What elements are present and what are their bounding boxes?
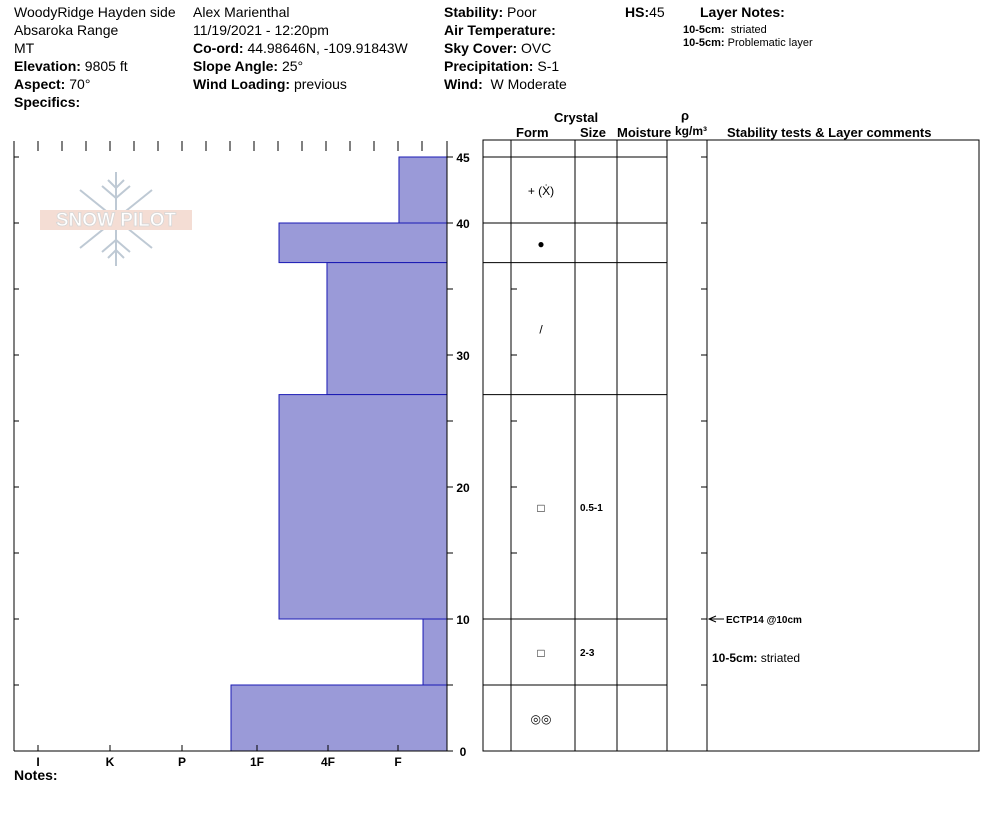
- elevation: Elevation: 9805 ft: [14, 58, 128, 74]
- layer-note-text: striated: [730, 24, 767, 36]
- stability: Stability: Poor: [444, 4, 537, 20]
- y-tick-label: 30: [456, 349, 470, 363]
- range: Absaroka Range: [14, 22, 119, 38]
- wind: Wind: W Moderate: [444, 76, 567, 92]
- air-temperature: Air Temperature:: [444, 22, 556, 38]
- crystal-form-symbol: /: [539, 323, 543, 337]
- logo-banner: [40, 210, 192, 230]
- crystal-size: 2-3: [580, 648, 595, 659]
- layer-note: 10-5cm: striated: [683, 24, 767, 37]
- x-tick-label: P: [178, 755, 186, 769]
- hardness-bar: [422, 618, 448, 686]
- elevation-label: Elevation:: [14, 58, 81, 74]
- hardness-bar: [326, 262, 448, 396]
- notes-label: Notes:: [14, 767, 58, 783]
- x-tick-label: F: [394, 755, 401, 769]
- layer-note-depth: 10-5cm:: [683, 37, 725, 49]
- coord-label: Co-ord:: [193, 40, 244, 56]
- elevation-value: 9805 ft: [84, 58, 128, 74]
- coord-value: 44.98646N, -109.91843W: [247, 40, 408, 56]
- hs-value: 45: [649, 4, 665, 20]
- x-tick-label: 1F: [250, 755, 264, 769]
- layer-note: 10-5cm: Problematic layer: [683, 37, 813, 50]
- moisture-header: Moisture: [617, 125, 672, 140]
- hs: HS:45: [625, 4, 665, 20]
- precip-label: Precipitation:: [444, 58, 534, 74]
- hs-label: HS:: [625, 4, 650, 20]
- layer-note-depth: 10-5cm:: [683, 24, 725, 36]
- snowpilot-logo: SNOW PILOT: [40, 172, 192, 266]
- wind-loading-value: previous: [293, 76, 347, 92]
- crystal-size: 0.5-1: [580, 503, 603, 514]
- size-header: Size: [580, 125, 607, 140]
- slope-angle: Slope Angle: 25°: [193, 58, 303, 74]
- location: WoodyRidge Hayden side: [14, 4, 176, 20]
- x-tick-label: I: [36, 755, 39, 769]
- datetime: 11/19/2021 - 12:20pm: [193, 22, 329, 38]
- y-tick-label: 10: [456, 613, 470, 627]
- y-tick-label: 20: [456, 481, 470, 495]
- aspect: Aspect: 70°: [14, 76, 90, 92]
- crystal-form-symbol: □: [537, 501, 544, 515]
- sky-cover: Sky Cover: OVC: [444, 40, 551, 56]
- wind-loading: Wind Loading: previous: [193, 76, 347, 92]
- sky-value: OVC: [521, 40, 552, 56]
- x-tick-label: K: [106, 755, 115, 769]
- crystal-header: Crystal: [554, 110, 599, 125]
- crystal-form-symbol: ●: [537, 237, 544, 251]
- arrow-head-icon: [707, 615, 717, 623]
- wind-value: W Moderate: [490, 76, 567, 92]
- crystal-form-symbol: + (Ẋ): [528, 184, 554, 198]
- wind-label: Wind:: [444, 76, 483, 92]
- density-unit-header: kg/m³: [675, 124, 708, 138]
- specifics-label: Specifics:: [14, 94, 81, 110]
- x-tick-label: 4F: [321, 755, 335, 769]
- layer-notes-label: Layer Notes:: [700, 4, 785, 20]
- profile-table: [482, 139, 980, 752]
- stability-label: Stability:: [444, 4, 504, 20]
- layer-comment-depth: 10-5cm:: [712, 651, 757, 665]
- hardness-bar: [398, 156, 448, 224]
- rho-header: ρ: [681, 108, 690, 123]
- crystal-form-symbol: □: [537, 646, 544, 660]
- hardness-bar: [230, 684, 448, 752]
- slope-value: 25°: [281, 58, 304, 74]
- wind-loading-label: Wind Loading:: [193, 76, 291, 92]
- layer-note-text: Problematic layer: [727, 37, 813, 49]
- hardness-bar: [278, 394, 448, 620]
- slope-label: Slope Angle:: [193, 58, 279, 74]
- crystal-form-symbol: ◎◎: [531, 712, 552, 726]
- form-header: Form: [516, 125, 549, 140]
- stability-comments-header: Stability tests & Layer comments: [727, 125, 932, 140]
- precipitation: Precipitation: S-1: [444, 58, 559, 74]
- y-tick-label: 45: [456, 151, 470, 165]
- observer: Alex Marienthal: [193, 4, 290, 20]
- layer-comment-text: striated: [757, 651, 800, 665]
- hardness-bar: [278, 222, 448, 264]
- stability-test-label: ECTP14 @10cm: [726, 615, 802, 626]
- aspect-value: 70°: [69, 76, 91, 92]
- y-tick-label: 40: [456, 217, 470, 231]
- y-tick-label: 0: [460, 745, 467, 759]
- logo-text: SNOW PILOT: [56, 210, 177, 231]
- aspect-label: Aspect:: [14, 76, 66, 92]
- air-temp-label: Air Temperature:: [444, 22, 556, 38]
- sky-label: Sky Cover:: [444, 40, 518, 56]
- layer-comment: 10-5cm: striated: [712, 651, 800, 665]
- precip-value: S-1: [537, 58, 560, 74]
- coordinates: Co-ord: 44.98646N, -109.91843W: [193, 40, 408, 56]
- stability-value: Poor: [507, 4, 537, 20]
- state: MT: [14, 40, 35, 56]
